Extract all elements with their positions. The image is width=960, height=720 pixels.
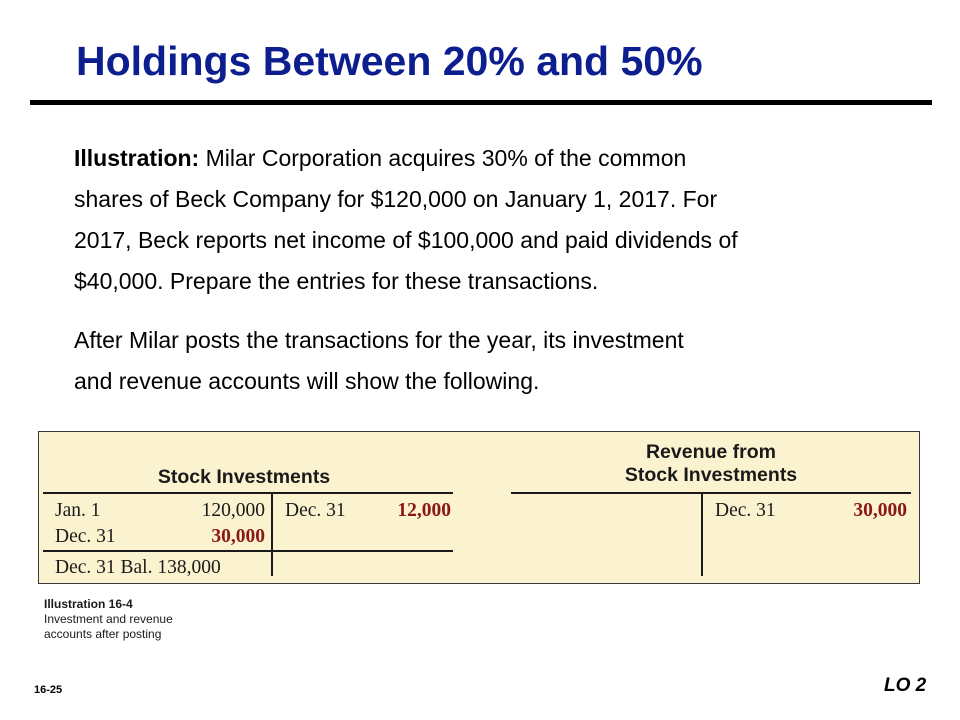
debit-label: Jan. 1 bbox=[55, 500, 101, 521]
paragraph-line-1: After Milar posts the transactions for t… bbox=[74, 327, 684, 353]
revenue-header-line-2: Stock Investments bbox=[624, 464, 798, 486]
slide-title: Holdings Between 20% and 50% bbox=[76, 38, 703, 84]
credit-label: Dec. 31 bbox=[285, 500, 346, 521]
t-accounts-panel: Stock Investments Jan. 1 120,000 Dec. 31… bbox=[38, 431, 920, 584]
debit-label: Dec. 31 bbox=[55, 526, 116, 547]
caption-title: Illustration 16-4 bbox=[44, 597, 133, 611]
stock-investments-header: Stock Investments bbox=[157, 466, 331, 488]
t-account-divider bbox=[271, 492, 273, 576]
paragraph-line-2: and revenue accounts will show the follo… bbox=[74, 368, 540, 394]
slide-number: 16-25 bbox=[34, 684, 63, 696]
illustration-lead: Illustration: bbox=[74, 145, 200, 171]
paragraph-line-3: 2017, Beck reports net income of $100,00… bbox=[74, 227, 738, 253]
balance-line bbox=[43, 550, 453, 552]
paragraph-line-1: Illustration: Milar Corporation acquires… bbox=[74, 138, 904, 179]
illustration-paragraph: Illustration: Milar Corporation acquires… bbox=[74, 138, 904, 302]
balance-amount: 138,000 bbox=[157, 557, 221, 578]
revenue-header: Revenue from Stock Investments bbox=[511, 441, 911, 487]
revenue-header-line-1: Revenue from bbox=[645, 441, 777, 463]
balance-row: Dec. 31 Bal. 138,000 bbox=[55, 557, 221, 579]
paragraph-line-2: shares of Beck Company for $120,000 on J… bbox=[74, 186, 718, 212]
debit-amount: 30,000 bbox=[211, 526, 265, 547]
caption-line: accounts after posting bbox=[44, 627, 162, 641]
credit-amount: 30,000 bbox=[853, 500, 907, 521]
learning-objective-label: LO 2 bbox=[884, 675, 927, 696]
credit-amount: 12,000 bbox=[397, 500, 451, 521]
debit-amount: 120,000 bbox=[201, 500, 265, 521]
caption-line: Investment and revenue bbox=[44, 612, 173, 626]
illustration-caption: Illustration 16-4 Investment and revenue… bbox=[44, 597, 173, 642]
line-text: Milar Corporation acquires 30% of the co… bbox=[199, 145, 687, 171]
balance-label: Dec. 31 Bal. bbox=[55, 557, 153, 578]
posting-paragraph: After Milar posts the transactions for t… bbox=[74, 320, 904, 402]
title-divider bbox=[30, 100, 932, 105]
paragraph-line-4: $40,000. Prepare the entries for these t… bbox=[74, 268, 599, 294]
credit-label: Dec. 31 bbox=[715, 500, 776, 521]
t-account-divider bbox=[701, 492, 703, 576]
t-account-top-line bbox=[511, 492, 911, 494]
t-account-top-line bbox=[43, 492, 453, 494]
